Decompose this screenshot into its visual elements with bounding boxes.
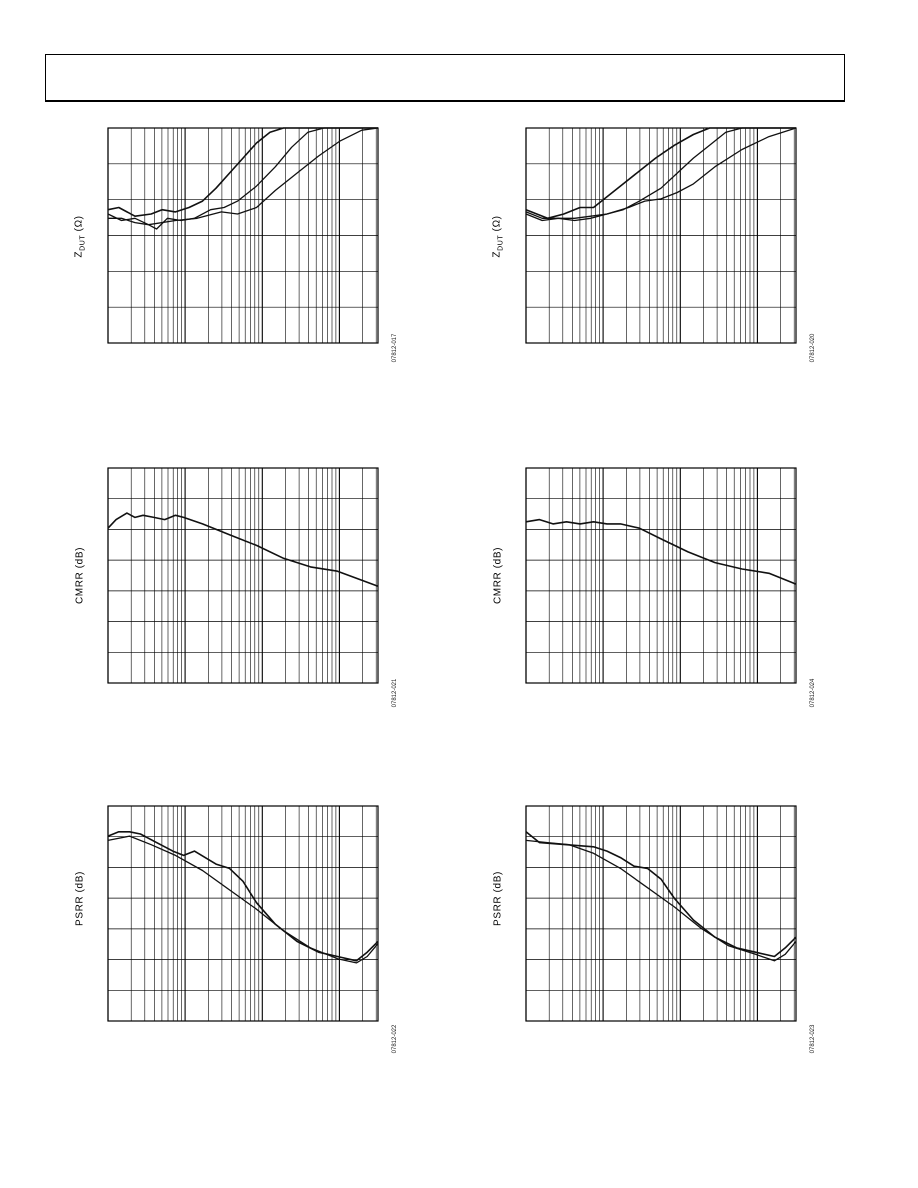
- chart-panel-cmrr-right: CMRR (dB) 07812-024: [488, 460, 828, 720]
- chart-cmrr-left: [107, 467, 379, 684]
- data-curve-1: [107, 831, 379, 962]
- data-curve-1: [525, 831, 797, 958]
- data-curve-2: [107, 127, 378, 230]
- y-axis-label: CMRR (dB): [492, 546, 504, 605]
- y-axis-label: CMRR (dB): [74, 546, 86, 605]
- data-curve-2: [525, 839, 797, 962]
- chart-zdut-right: [525, 127, 797, 344]
- data-curve-3: [525, 127, 797, 219]
- figure-id: 07812-021: [392, 678, 398, 708]
- figure-id: 07812-020: [810, 333, 816, 363]
- data-curve-3: [108, 127, 379, 226]
- figure-id: 07812-023: [810, 1024, 816, 1054]
- figure-id: 07812-022: [392, 1024, 398, 1054]
- data-curve-2: [525, 127, 796, 222]
- plot-frame: [525, 467, 797, 684]
- figure-id: 07812-024: [810, 678, 816, 708]
- y-axis-label: ZDUT (Ω): [73, 215, 87, 258]
- chart-psrr-left: [107, 805, 379, 1022]
- chart-panel-zdut-right: ZDUT (Ω) 07812-020: [488, 120, 828, 380]
- figure-id: 07812-017: [392, 333, 398, 363]
- plot-frame: [525, 127, 797, 344]
- y-axis-label: PSRR (dB): [492, 871, 504, 926]
- chart-psrr-right: [525, 805, 797, 1022]
- data-curve-1: [525, 127, 796, 220]
- data-curve-1: [525, 518, 797, 585]
- chart-panel-psrr-left: PSRR (dB) 07812-022: [70, 798, 410, 1068]
- data-curve-2: [107, 835, 379, 964]
- chart-panel-zdut-left: ZDUT (Ω) 07812-017: [70, 120, 410, 380]
- plot-frame: [107, 805, 379, 1022]
- data-curve-1: [107, 512, 379, 588]
- chart-cmrr-right: [525, 467, 797, 684]
- plot-frame: [107, 467, 379, 684]
- plot-frame: [107, 127, 379, 344]
- page-header-box: [45, 54, 845, 102]
- chart-zdut-left: [107, 127, 379, 344]
- plot-frame: [525, 805, 797, 1022]
- y-axis-label: PSRR (dB): [74, 871, 86, 926]
- data-curve-1: [107, 127, 378, 217]
- chart-panel-cmrr-left: CMRR (dB) 07812-021: [70, 460, 410, 720]
- y-axis-label: ZDUT (Ω): [491, 215, 505, 258]
- chart-panel-psrr-right: PSRR (dB) 07812-023: [488, 798, 828, 1068]
